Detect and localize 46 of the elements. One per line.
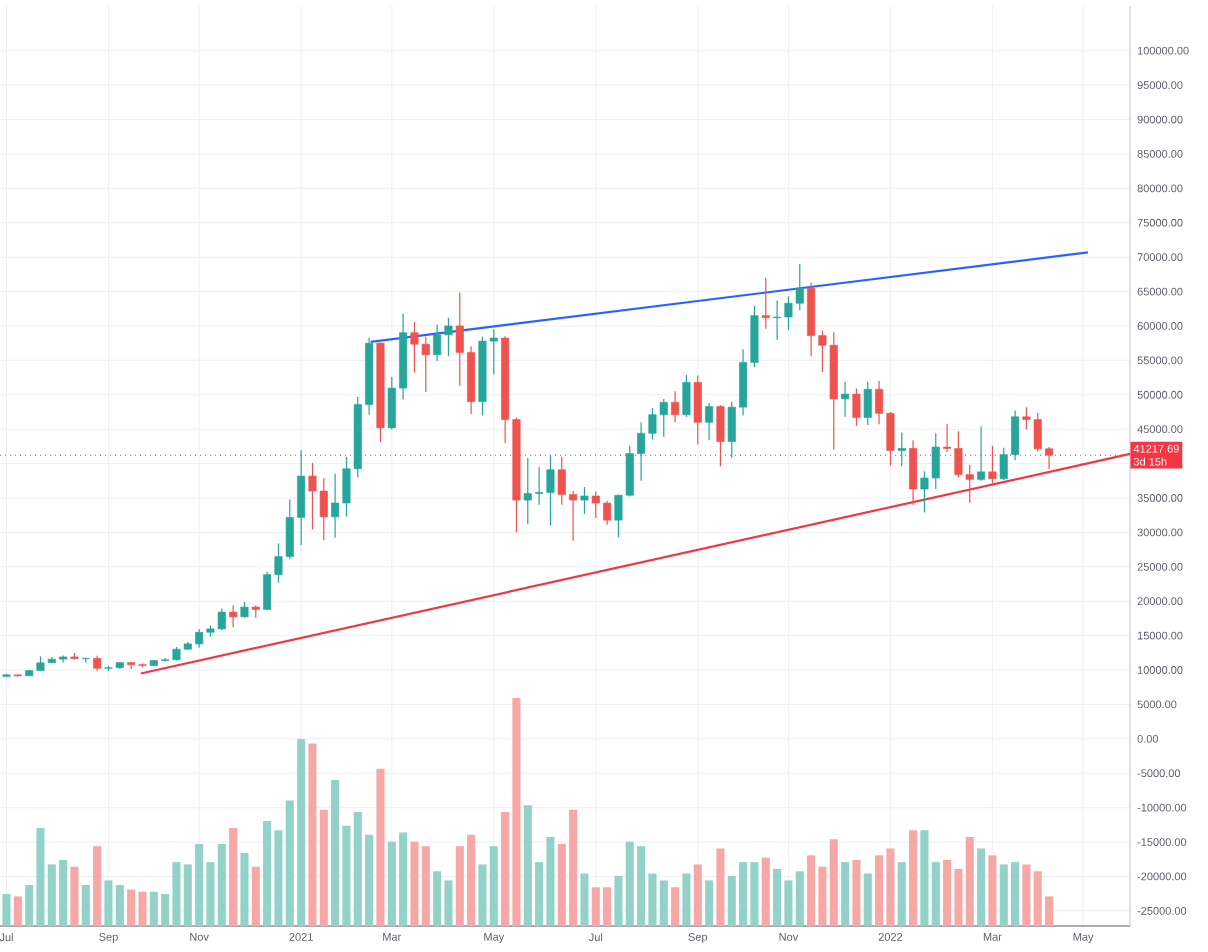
bar: [977, 848, 986, 926]
bar: [965, 837, 974, 926]
bar: [920, 830, 929, 926]
candlestick: [841, 381, 850, 418]
bar: [909, 830, 918, 926]
candlestick: [897, 432, 906, 467]
bar: [795, 871, 804, 926]
bar: [852, 859, 861, 926]
bar: [580, 873, 589, 926]
bar: [988, 855, 997, 926]
bar: [614, 875, 623, 926]
bar: [761, 857, 770, 926]
candlestick: [671, 390, 680, 423]
bar: [931, 862, 940, 926]
bar: [863, 873, 872, 926]
bar: [716, 848, 725, 926]
bar: [671, 887, 680, 926]
candlestick: [863, 381, 872, 426]
candlestick: [580, 486, 589, 515]
bar: [841, 862, 850, 926]
bar: [829, 839, 838, 926]
candlestick: [682, 374, 691, 418]
bar: [682, 873, 691, 926]
bar: [2, 894, 11, 926]
bar: [240, 853, 249, 926]
candlestick: [852, 387, 861, 427]
candlestick: [988, 445, 997, 485]
bar: [70, 866, 79, 926]
bar: [659, 880, 668, 926]
candlestick: [761, 277, 770, 330]
candlestick: [693, 374, 702, 445]
bar: [229, 827, 238, 926]
candlestick: [977, 425, 986, 482]
bar: [897, 862, 906, 926]
bar: [251, 866, 260, 926]
candlestick: [705, 402, 714, 441]
candlestick: [229, 604, 238, 628]
bar: [376, 768, 385, 926]
bar: [693, 864, 702, 926]
bar: [13, 896, 22, 926]
candlestick: [716, 404, 725, 467]
bar: [93, 846, 102, 926]
candlestick: [909, 439, 918, 506]
bar: [1022, 864, 1031, 926]
bar: [705, 880, 714, 926]
bar: [81, 884, 90, 926]
